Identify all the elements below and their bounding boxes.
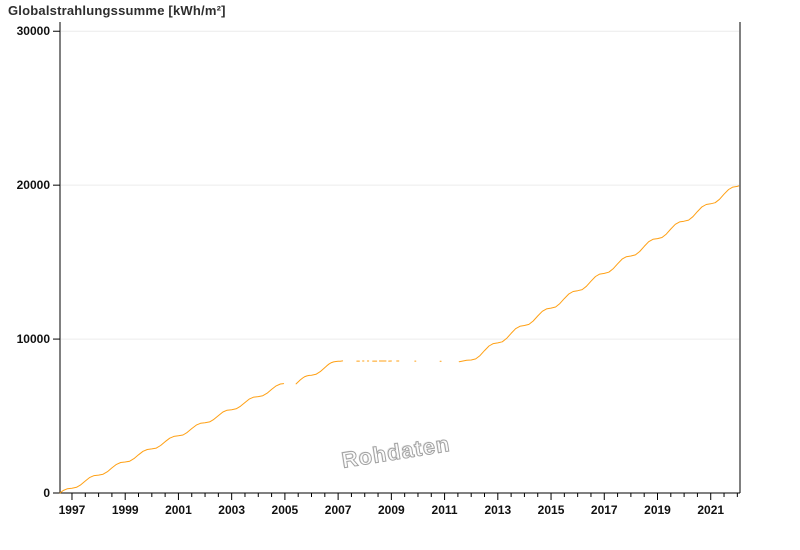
x-tick-label: 2003	[218, 503, 245, 517]
x-tick-label: 2005	[272, 503, 299, 517]
x-tick-label: 2007	[325, 503, 352, 517]
y-tick-label: 10000	[17, 332, 51, 346]
series-line	[295, 360, 344, 385]
x-tick-label: 2009	[378, 503, 405, 517]
y-tick-label: 0	[43, 486, 50, 500]
x-tick-label: 2017	[591, 503, 618, 517]
x-tick-label: 2001	[165, 503, 192, 517]
x-tick-label: 1999	[112, 503, 139, 517]
y-tick-label: 30000	[17, 24, 51, 38]
series-line	[59, 383, 285, 494]
series-line	[458, 185, 740, 363]
x-tick-label: 2021	[697, 503, 724, 517]
x-tick-label: 2019	[644, 503, 671, 517]
x-tick-label: 2011	[432, 503, 458, 517]
chart-title: Globalstrahlungssumme [kWh/m²]	[8, 3, 226, 18]
x-tick-label: 2013	[484, 503, 511, 517]
y-tick-label: 20000	[17, 178, 51, 192]
x-tick-label: 1997	[59, 503, 86, 517]
x-tick-label: 2015	[538, 503, 565, 517]
